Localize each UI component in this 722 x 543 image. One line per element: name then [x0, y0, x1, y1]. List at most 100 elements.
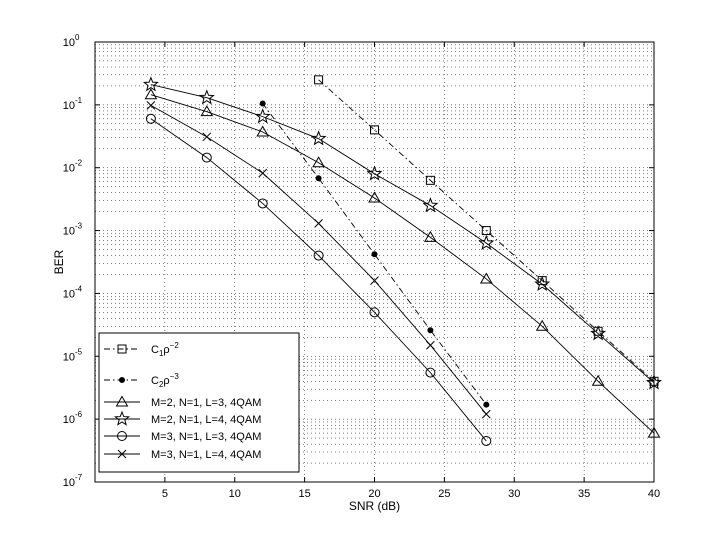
legend-marker-star: [114, 410, 130, 426]
series-line: [318, 79, 655, 382]
grid: [95, 42, 654, 482]
y-tick-label-exponent: -3: [75, 222, 83, 231]
x-tick-label: 30: [508, 488, 520, 500]
series-line: [150, 118, 487, 442]
data-point-x: [370, 276, 379, 285]
legend-marker-triangle: [115, 395, 129, 407]
legend-box: [98, 332, 300, 473]
legend-label: M=3, N=1, L=3, 4QAM: [151, 431, 261, 443]
x-tick-label: 35: [578, 488, 590, 500]
series-line: [262, 103, 487, 405]
data-point-triangle: [647, 426, 661, 438]
legend-entry-4: M=2, N=1, L=4, 4QAM: [104, 410, 261, 426]
data-point-triangle: [535, 319, 549, 331]
y-tick-label-exponent: -2: [75, 159, 83, 168]
data-point-x: [202, 132, 212, 142]
legend: C1ρ−2 C2ρ−3 M=2, N=1, L=3, 4QAM M=2, N=1, L…: [98, 332, 300, 473]
y-tick-label: 10: [63, 288, 75, 300]
y-tick-label-exponent: -7: [75, 473, 83, 482]
data-point-x: [258, 168, 268, 178]
x-tick-label: 20: [368, 488, 380, 500]
y-tick-label-exponent: -6: [75, 410, 83, 419]
data-point-circle: [145, 113, 156, 124]
data-point-triangle: [144, 88, 158, 100]
legend-entry-2: C2ρ−3: [104, 372, 179, 389]
data-point-circle: [425, 367, 436, 378]
data-point-circle: [369, 307, 380, 318]
y-tick-label-exponent: 0: [75, 33, 80, 42]
series-4: [142, 76, 662, 390]
y-tick-label: 10: [63, 414, 75, 426]
data-point-star: [646, 374, 662, 390]
series-5: [145, 113, 492, 446]
data-point-star: [422, 197, 439, 213]
legend-marker-x: [117, 449, 127, 459]
y-tick-label: 10: [63, 37, 75, 49]
data-point-triangle: [424, 230, 437, 242]
data-point-triangle: [256, 125, 270, 137]
x-axis-label: SNR (dB): [349, 499, 400, 513]
series-3: [144, 88, 661, 438]
x-tick-label: 5: [162, 488, 168, 500]
data-point-x: [426, 340, 435, 350]
legend-label: M=2, N=1, L=4, 4QAM: [151, 414, 261, 426]
series-line: [150, 94, 655, 434]
data-point-circle: [313, 250, 324, 261]
data-point-square: [314, 75, 324, 85]
series-line: [150, 84, 655, 384]
data-point-dot: [315, 175, 322, 182]
data-point-x: [481, 409, 491, 419]
series-layer: [142, 75, 662, 446]
x-tick-label: 10: [229, 488, 241, 500]
data-point-square: [425, 175, 435, 185]
data-point-star: [198, 89, 215, 105]
legend-marker-circle: [117, 431, 127, 441]
y-axis-label: BER: [52, 249, 66, 274]
y-tick-label: 10: [63, 163, 75, 175]
y-tick-label-exponent: -5: [75, 347, 83, 356]
legend-entry-5: M=3, N=1, L=3, 4QAM: [104, 431, 261, 443]
legend-entry-6: M=3, N=1, L=4, 4QAM: [104, 449, 261, 461]
data-point-star: [254, 108, 271, 124]
legend-label: C2ρ−3: [151, 372, 179, 389]
series-2: [259, 100, 490, 408]
data-point-star: [142, 76, 159, 92]
x-tick-label: 15: [299, 488, 311, 500]
data-point-triangle: [312, 156, 325, 168]
legend-label: M=2, N=1, L=3, 4QAM: [151, 397, 261, 409]
data-point-circle: [481, 435, 492, 446]
data-point-star: [534, 275, 551, 292]
legend-entry-1: C1ρ−2: [104, 341, 179, 358]
series-6: [146, 101, 491, 419]
data-point-triangle: [591, 374, 605, 386]
x-tick-label: 25: [438, 488, 450, 500]
legend-entry-3: M=2, N=1, L=3, 4QAM: [104, 395, 261, 409]
y-tick-label: 10: [63, 477, 75, 489]
legend-marker-dot: [119, 377, 125, 383]
data-point-dot: [371, 251, 378, 258]
legend-label: C1ρ−2: [151, 341, 179, 358]
data-point-x: [146, 101, 156, 110]
legend-label: M=3, N=1, L=4, 4QAM: [151, 449, 261, 461]
data-point-star: [310, 130, 327, 146]
y-tick-label-exponent: -1: [75, 96, 83, 105]
data-point-square: [481, 226, 491, 236]
data-point-triangle: [200, 105, 214, 117]
data-point-circle: [257, 198, 268, 209]
data-point-triangle: [368, 191, 381, 203]
y-tick-label: 10: [63, 100, 75, 112]
x-tick-label: 40: [648, 488, 660, 500]
data-point-triangle: [479, 272, 493, 284]
data-point-circle: [201, 152, 212, 163]
data-point-x: [314, 219, 323, 228]
data-point-dot: [427, 327, 434, 334]
data-point-dot: [483, 401, 490, 408]
legend-marker-square: [117, 344, 127, 354]
data-point-star: [366, 165, 383, 181]
data-point-star: [590, 325, 607, 341]
data-point-star: [478, 234, 495, 250]
data-point-dot: [259, 100, 266, 107]
y-tick-label-exponent: -4: [75, 284, 83, 293]
